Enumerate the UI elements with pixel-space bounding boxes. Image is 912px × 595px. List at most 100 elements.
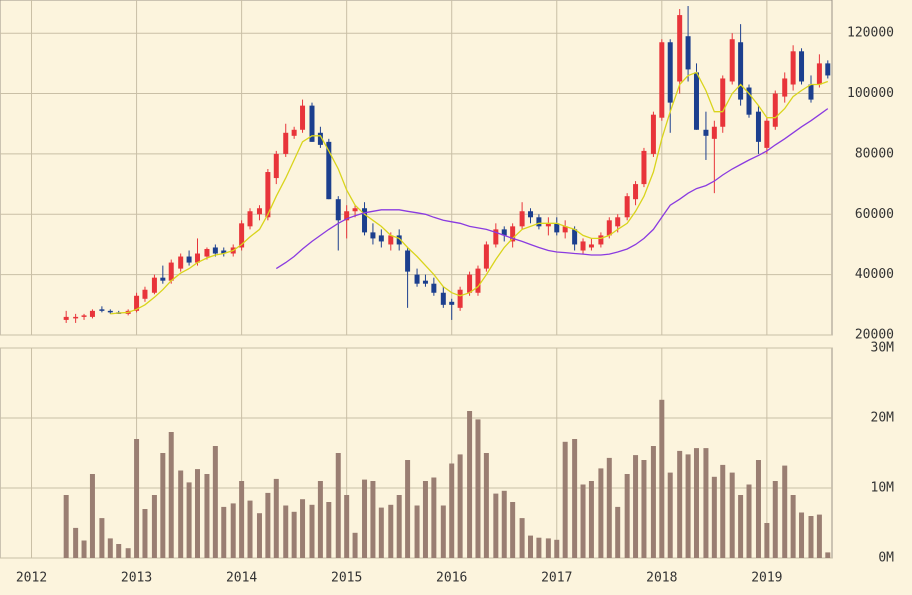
candle-body (370, 232, 376, 239)
volume-bar (142, 509, 148, 558)
candle-body (99, 309, 105, 311)
candle-body (799, 51, 805, 82)
candle-body (493, 229, 499, 245)
volume-bar (63, 495, 69, 558)
candle-body (247, 211, 253, 227)
y-tick-label: 80000 (855, 146, 894, 161)
y-tick-label: 60000 (855, 207, 894, 222)
candle-body (467, 274, 473, 293)
volume-bar (89, 474, 95, 558)
volume-bar (641, 460, 647, 558)
volume-bar (554, 539, 560, 558)
candle-body (378, 235, 384, 242)
y-tick-label: 100000 (847, 86, 894, 101)
volume-bar (362, 479, 368, 558)
candle-body (186, 256, 192, 263)
volume-bar (483, 453, 489, 558)
candle-body (265, 172, 271, 218)
candle-body (755, 111, 761, 142)
candle-body (598, 235, 604, 245)
candle-body (790, 51, 796, 85)
candle-body (720, 78, 726, 127)
volume-bar (107, 538, 113, 558)
volume-bar (536, 537, 542, 558)
candle-body (81, 315, 87, 317)
volume-bar (256, 513, 262, 558)
volume-bar (81, 540, 87, 558)
candle-body (588, 244, 594, 248)
candle-body (107, 310, 113, 313)
volume-tick-label: 20M (871, 411, 895, 426)
candle-body (309, 105, 315, 142)
volume-bar (755, 460, 761, 558)
volume-bar (396, 495, 402, 558)
x-tick-label: 2012 (16, 571, 47, 586)
candle-body (545, 223, 551, 227)
volume-bar (501, 490, 507, 558)
candle-body (89, 310, 95, 317)
candle-body (405, 250, 411, 272)
volume-bar (335, 453, 341, 558)
volume-bar (545, 538, 551, 558)
candle-body (440, 292, 446, 305)
y-tick-label: 40000 (855, 267, 894, 282)
candle-body (326, 141, 332, 200)
candle-body (414, 274, 420, 284)
volume-bar (440, 505, 446, 558)
volume-bar (790, 495, 796, 558)
candle-body (536, 217, 542, 227)
candle-body (808, 84, 814, 100)
volume-bar (782, 465, 788, 558)
candle-body (711, 126, 717, 139)
volume-bar (650, 446, 656, 558)
candle-body (422, 280, 428, 284)
candle-body (457, 289, 463, 308)
candle-body (501, 229, 507, 236)
volume-bar (388, 504, 394, 558)
moving-average-line (275, 108, 829, 270)
volume-bar (720, 464, 726, 558)
volume-bar (239, 481, 245, 558)
candle-body (344, 211, 350, 221)
candle-body (291, 129, 297, 136)
volume-bar (799, 512, 805, 558)
volume-bar (467, 411, 473, 558)
x-tick-label: 2015 (331, 571, 362, 586)
volume-bar (352, 532, 358, 558)
candle-body (693, 72, 699, 130)
volume-bar (73, 527, 79, 558)
volume-bar (283, 505, 289, 558)
candle-body (63, 316, 69, 320)
volume-bar (326, 502, 332, 558)
volume-bar (151, 495, 157, 558)
candle-body (772, 93, 778, 127)
volume-bar (825, 552, 831, 558)
volume-bar (422, 481, 428, 558)
candle-body (483, 244, 489, 269)
volume-tick-label: 10M (871, 481, 895, 496)
volume-bar (475, 419, 481, 558)
candle-body (335, 199, 341, 221)
volume-bar (729, 472, 735, 558)
volume-bar (667, 472, 673, 558)
volume-bar (816, 514, 822, 558)
volume-tick-label: 0M (878, 551, 894, 566)
volume-bar (703, 448, 709, 558)
volume-bar (615, 506, 621, 558)
candle-body (624, 196, 630, 218)
y-tick-label: 20000 (855, 328, 894, 343)
candle-body (782, 78, 788, 97)
x-tick-label: 2016 (436, 571, 467, 586)
candle-body (615, 217, 621, 227)
volume-bar (588, 481, 594, 558)
candle-body (449, 301, 455, 305)
volume-bar (221, 506, 227, 558)
volume-bar (317, 481, 323, 558)
volume-bar (160, 453, 166, 558)
candle-body (352, 208, 358, 212)
candle-body (580, 241, 586, 251)
candle-body (317, 132, 323, 145)
volume-bar (457, 454, 463, 558)
